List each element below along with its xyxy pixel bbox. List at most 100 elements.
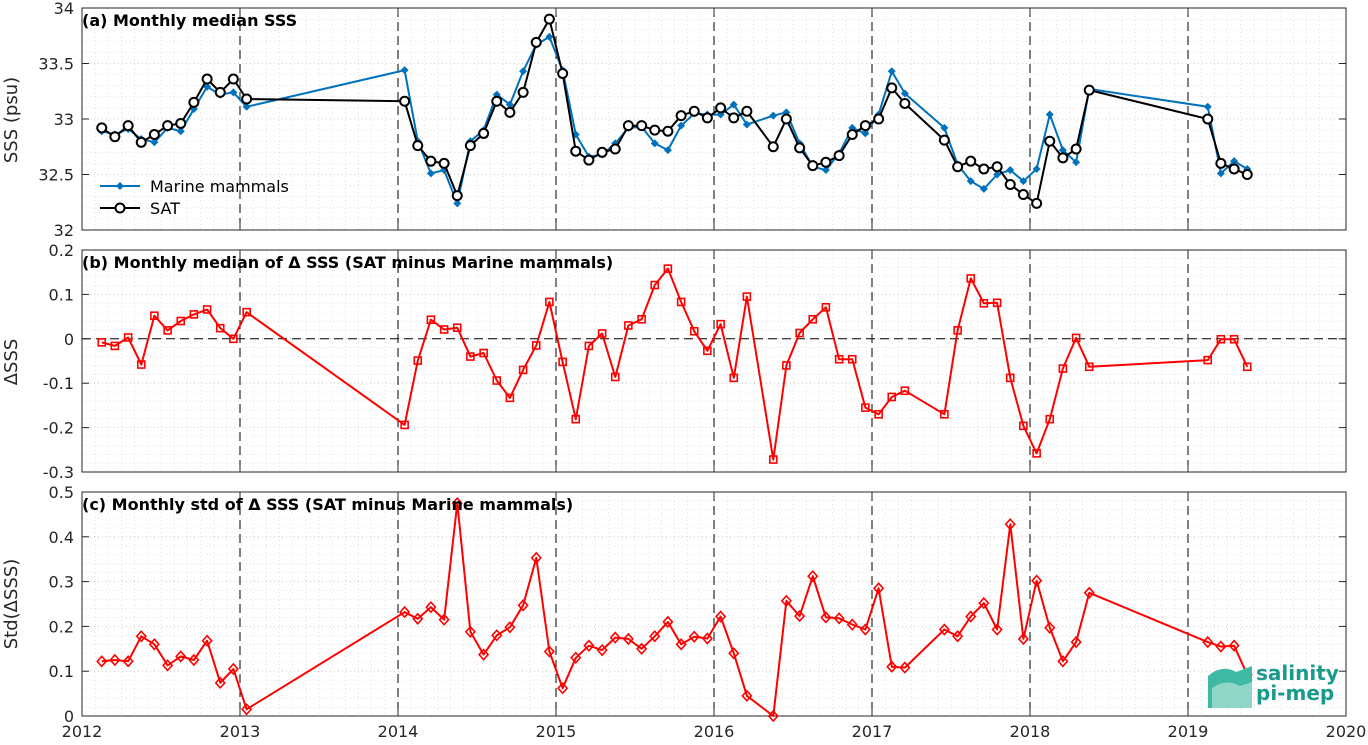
data-point: [663, 264, 673, 273]
panel-1-plot: -0.3 -0.2 -0.1 0 0.1 0.2: [43, 241, 1347, 482]
data-point: [993, 170, 1002, 179]
data-point: [162, 659, 174, 672]
data-point: [451, 190, 463, 202]
data-point: [940, 123, 949, 132]
ytick-label: 0.1: [49, 662, 74, 681]
data-point: [663, 146, 672, 155]
data-point: [202, 305, 212, 314]
ytick-label: 0.3: [49, 573, 74, 592]
data-point: [412, 140, 424, 152]
ytick-label: 0.5: [49, 483, 74, 502]
data-point: [518, 365, 528, 375]
data-point: [1242, 362, 1252, 372]
data-point: [1215, 640, 1227, 653]
data-point: [439, 325, 449, 334]
data-point: [716, 319, 725, 329]
panel-a: (a) Monthly median SSS SSS (psu) Marine …: [1, 11, 297, 218]
data-point: [899, 661, 911, 674]
data-point: [662, 125, 674, 137]
data-point: [227, 662, 239, 676]
data-point: [650, 139, 659, 148]
panel-0-plot: 32 32.5 33 33.5 34: [38, 0, 1347, 240]
data-point: [229, 88, 238, 97]
data-point: [887, 392, 897, 402]
data-point: [1084, 362, 1094, 372]
data-point: [701, 112, 713, 124]
data-point: [596, 146, 608, 158]
salinity-pi-mep-logo: salinity pi-mep: [1208, 661, 1339, 708]
data-point: [123, 333, 133, 342]
data-point: [953, 326, 962, 335]
data-point: [1229, 334, 1239, 344]
ytick-label: -0.1: [43, 374, 74, 393]
data-point: [833, 612, 845, 625]
data-point: [729, 100, 738, 109]
data-point: [188, 653, 200, 667]
ytick-label: 0.2: [49, 241, 74, 260]
data-point: [478, 648, 490, 661]
data-point: [1058, 364, 1068, 373]
logo-waves-icon-2: [1212, 682, 1252, 708]
data-point: [543, 645, 555, 658]
data-point: [820, 611, 832, 624]
data-point: [425, 600, 437, 614]
ytick-label: 32: [54, 221, 74, 240]
xtick-label: 2014: [378, 722, 419, 741]
data-point: [767, 709, 779, 723]
data-point: [834, 354, 844, 364]
data-point: [741, 105, 753, 117]
data-point: [478, 127, 490, 139]
data-point: [425, 155, 437, 167]
data-point: [227, 73, 239, 85]
data-point: [517, 86, 529, 98]
data-point: [1215, 157, 1227, 169]
panel-c-ylabel: Std(ΔSSS): [1, 559, 22, 650]
data-point: [517, 599, 529, 612]
data-point: [491, 95, 503, 107]
data-point: [886, 82, 898, 94]
data-point: [122, 120, 134, 132]
data-point: [96, 655, 108, 668]
data-point: [466, 352, 475, 361]
data-point: [570, 145, 582, 157]
ytick-label: 0.2: [49, 617, 74, 636]
data-point: [531, 341, 541, 350]
data-point: [412, 612, 424, 625]
data-point: [176, 316, 186, 326]
data-point: [492, 376, 502, 385]
data-point: [675, 638, 687, 651]
data-point: [742, 292, 752, 301]
data-point: [1203, 355, 1213, 365]
data-point: [1202, 635, 1214, 649]
data-point: [479, 348, 488, 358]
xtick-label: 2017: [852, 722, 893, 741]
data-point: [1031, 197, 1043, 209]
data-point: [438, 613, 450, 626]
ytick-label: -0.2: [43, 419, 74, 438]
data-point: [1058, 146, 1067, 155]
data-point: [452, 323, 462, 333]
legend-label-marine-mammals: Marine mammals: [150, 177, 289, 196]
data-point: [451, 497, 463, 510]
data-point: [676, 297, 686, 307]
legend-marker-sat: [114, 202, 126, 214]
data-point: [400, 66, 409, 75]
data-point: [794, 142, 806, 154]
data-point: [609, 143, 621, 155]
data-point: [715, 610, 727, 623]
panel-c: (c) Monthly std of Δ SSS (SAT minus Mari…: [1, 495, 573, 649]
data-point: [1072, 158, 1081, 167]
data-point: [1070, 635, 1082, 649]
data-point: [504, 106, 516, 118]
data-point: [163, 326, 172, 335]
data-point: [1083, 586, 1095, 599]
data-point: [596, 643, 608, 657]
data-point: [122, 655, 134, 668]
data-point: [637, 314, 646, 324]
data-point: [1057, 655, 1069, 668]
data-point: [557, 682, 569, 695]
ytick-label: -0.3: [43, 463, 74, 482]
data-point: [1017, 188, 1029, 200]
data-point: [780, 594, 792, 608]
